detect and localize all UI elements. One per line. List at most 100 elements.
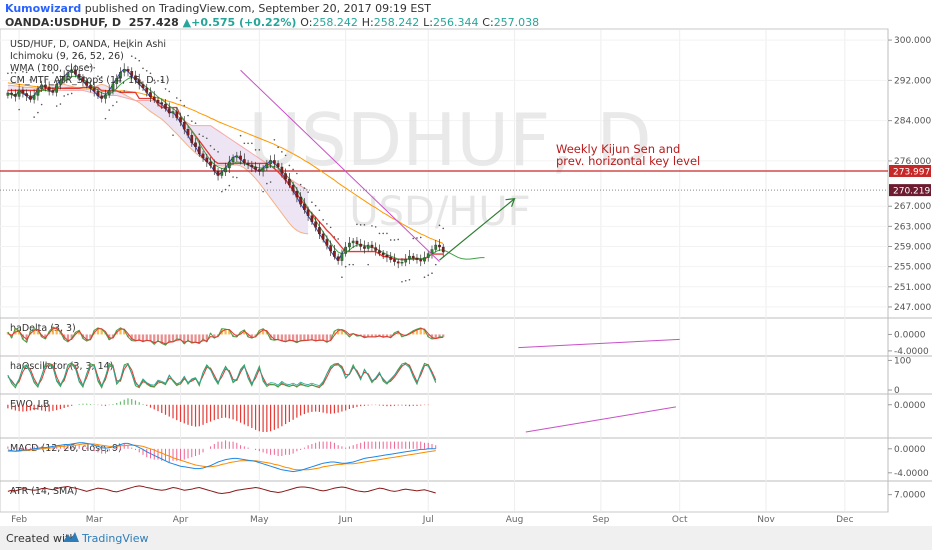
- atr-stop-dot: [236, 176, 238, 179]
- atr-stop-dot: [93, 66, 95, 69]
- atr-stop-dot: [337, 238, 339, 240]
- candle-body: [257, 169, 261, 172]
- candle-body: [149, 92, 152, 98]
- hadelta-bar: [145, 334, 148, 341]
- atr-stop-dot: [217, 151, 219, 153]
- candle-body: [333, 250, 336, 257]
- atr-stop-dot: [341, 276, 343, 279]
- hadelta-bar: [280, 334, 283, 342]
- atr-stop-dot: [412, 237, 415, 240]
- candle-body: [363, 246, 366, 249]
- atr-stop-dot: [63, 95, 65, 97]
- close-value: 257.038: [493, 16, 540, 29]
- hadelta-bar: [333, 331, 336, 335]
- atr-stop-dot: [213, 148, 216, 151]
- candle-body: [355, 240, 359, 245]
- candle-body: [265, 163, 269, 169]
- panel-tick-label: 0.0000: [894, 330, 926, 340]
- hadelta-bar: [36, 329, 40, 335]
- atr-stop-dot: [142, 67, 144, 70]
- hadelta-bar: [66, 334, 70, 342]
- tradingview-brand-link[interactable]: TradingView: [82, 532, 149, 545]
- candle-body: [14, 94, 17, 97]
- candle-body: [167, 108, 171, 114]
- atr-stop-dot: [179, 99, 182, 102]
- candle-body: [430, 249, 434, 254]
- ichimoku-cloud: [7, 83, 309, 234]
- candle-body: [145, 87, 149, 93]
- close-label: C:: [482, 16, 494, 29]
- price-tick-label: 263.000: [894, 222, 931, 232]
- hadelta-bar: [134, 334, 137, 342]
- candle-body: [111, 83, 115, 91]
- hadelta-bar: [164, 334, 167, 346]
- atr-stop-dot: [138, 59, 141, 62]
- candle-body: [205, 157, 209, 163]
- atr-stop-dot: [247, 142, 249, 145]
- x-tick-label: Mar: [86, 515, 103, 525]
- hadelta-bar: [29, 331, 32, 335]
- atr-stop-dot: [389, 239, 392, 241]
- atr-stop-dot: [303, 187, 306, 189]
- price-tag-label: 270.219: [893, 187, 930, 197]
- candle-body: [336, 256, 340, 261]
- hadelta-bar: [171, 334, 175, 342]
- atr-stop-dot: [416, 237, 418, 239]
- candle-body: [81, 77, 85, 82]
- candle-body: [32, 95, 36, 100]
- candle-body: [423, 257, 426, 262]
- hadelta-bar: [18, 330, 21, 335]
- atr-stop-dot: [281, 151, 283, 153]
- candle-body: [175, 111, 179, 118]
- candle-body: [51, 90, 55, 93]
- atr-stop-dot: [119, 91, 122, 93]
- atr-stop-dot: [14, 71, 17, 74]
- atr-stop-dot: [371, 225, 373, 227]
- candle-body: [156, 99, 160, 103]
- atr-stop-dot: [59, 103, 62, 105]
- atr-stop-dot: [401, 280, 403, 283]
- hadelta-bar: [329, 334, 332, 341]
- candle-body: [85, 81, 89, 86]
- atr-stop-dot: [266, 182, 268, 185]
- atr-stop-dot: [374, 226, 377, 228]
- chart-canvas[interactable]: Feb Mar Apr May Jun Jul Aug Sep Oct Nov Dec 300.000…: [0, 28, 932, 526]
- hadelta-bar: [303, 334, 306, 341]
- panel-legend: MACD (12, 26, close, 9): [10, 443, 122, 454]
- hadelta-bar: [44, 334, 47, 339]
- atr-stop-dot: [404, 279, 407, 282]
- panel-tick-label: 0: [894, 386, 900, 396]
- candle-body: [389, 256, 393, 260]
- candle-body: [224, 167, 227, 173]
- atr-stop-dot: [67, 93, 69, 96]
- hadelta-bar: [141, 334, 145, 342]
- atr-stop-dot: [359, 224, 362, 226]
- candle-body: [325, 239, 329, 246]
- hadelta-signal-line: [7, 327, 444, 345]
- candle-body: [231, 157, 235, 163]
- atr-stop-dot: [397, 238, 400, 241]
- atr-stop-dot: [22, 70, 24, 73]
- hadelta-bar: [190, 334, 193, 344]
- atr-stop-dot: [7, 72, 9, 75]
- atr-stop-dot: [82, 56, 84, 59]
- price-tick-label: 276.000: [894, 157, 931, 167]
- atr-stop-dot: [78, 54, 80, 57]
- author-link[interactable]: Kumowizard: [5, 2, 82, 15]
- panel-tick-label: 0.0000: [894, 445, 926, 455]
- atr-stop-dot: [292, 168, 294, 171]
- candle-body: [242, 159, 246, 164]
- hadelta-bar: [74, 332, 77, 335]
- macd-signal-line: [7, 443, 436, 471]
- tradingview-logo-icon[interactable]: [62, 530, 80, 544]
- candle-body: [21, 89, 25, 94]
- candle-body: [314, 221, 317, 228]
- hadelta-bar: [70, 334, 73, 339]
- atr-stop-dot: [251, 142, 253, 145]
- hadelta-bar: [322, 334, 325, 341]
- atr-stop-dot: [33, 116, 35, 118]
- panel-tick-label: 7.0000: [894, 491, 926, 501]
- atr-stop-dot: [10, 71, 13, 74]
- hadelta-bar: [344, 332, 347, 335]
- atr-stop-dot: [123, 90, 126, 92]
